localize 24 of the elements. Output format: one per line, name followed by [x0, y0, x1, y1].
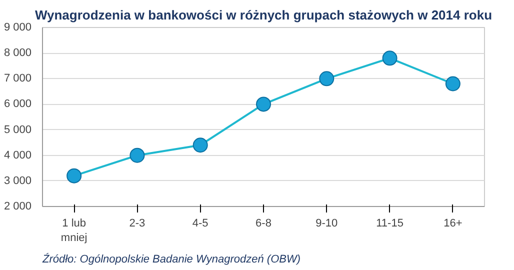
x-tick-label: 6-8	[256, 218, 272, 230]
y-tick-label: 6 000	[4, 98, 32, 110]
x-tick-label: 2-3	[129, 218, 146, 230]
x-tick-label: 11-15	[376, 218, 404, 230]
y-tick-label: 5 000	[4, 124, 32, 136]
y-tick-label: 9 000	[4, 22, 32, 34]
y-tick-label: 4 000	[4, 149, 32, 162]
x-tick-label: 4-5	[192, 218, 208, 230]
x-tick-label: 9-10	[316, 218, 338, 230]
y-tick-label: 3 000	[4, 174, 32, 187]
text: Źródło: Ogólnopolskie Badanie Wynagrodzeń (OBW)	[42, 252, 301, 266]
y-tick-label: 7 000	[4, 72, 32, 85]
point	[382, 50, 398, 66]
point	[66, 168, 82, 184]
y-tick-label: 8 000	[4, 47, 32, 60]
point	[130, 148, 145, 163]
point	[192, 138, 208, 153]
y-tick-label: 2 000	[4, 200, 32, 212]
point	[256, 96, 271, 112]
x-tick-label: 1 lub mniej	[60, 218, 88, 244]
x-tick-label: 16+	[444, 218, 462, 230]
chart-title: Wynagrodzenia w bankowości w różnych grupach stażowych w 2014 roku	[34, 8, 492, 22]
point	[445, 76, 460, 92]
point	[319, 71, 334, 86]
